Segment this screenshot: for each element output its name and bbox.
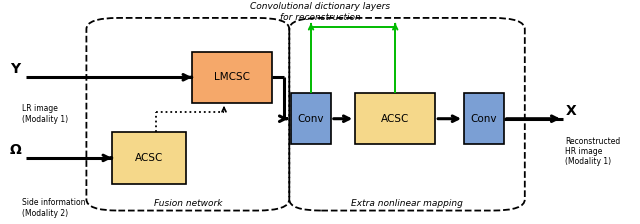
Bar xyxy=(355,93,435,144)
Bar xyxy=(192,52,272,103)
Text: LMCSC: LMCSC xyxy=(214,72,250,82)
Text: $\mathbf{X}$: $\mathbf{X}$ xyxy=(565,103,577,118)
Text: Conv: Conv xyxy=(470,114,497,124)
Text: LR image
(Modality 1): LR image (Modality 1) xyxy=(22,104,68,124)
Text: $\mathbf{Y}$: $\mathbf{Y}$ xyxy=(10,62,22,76)
Text: Conv: Conv xyxy=(298,114,324,124)
Bar xyxy=(291,93,331,144)
Text: Fusion network: Fusion network xyxy=(154,199,222,208)
Text: ACSC: ACSC xyxy=(134,153,163,163)
Text: $\mathbf{\Omega}$: $\mathbf{\Omega}$ xyxy=(9,143,22,157)
Text: Reconstructed
HR image
(Modality 1): Reconstructed HR image (Modality 1) xyxy=(565,137,620,166)
Text: Side information
(Modality 2): Side information (Modality 2) xyxy=(22,198,86,218)
Bar xyxy=(112,132,186,184)
Text: ACSC: ACSC xyxy=(381,114,410,124)
Text: Convolutional dictionary layers
for reconstruction: Convolutional dictionary layers for reco… xyxy=(250,2,390,22)
Bar xyxy=(464,93,504,144)
Text: Extra nonlinear mapping: Extra nonlinear mapping xyxy=(351,199,463,208)
